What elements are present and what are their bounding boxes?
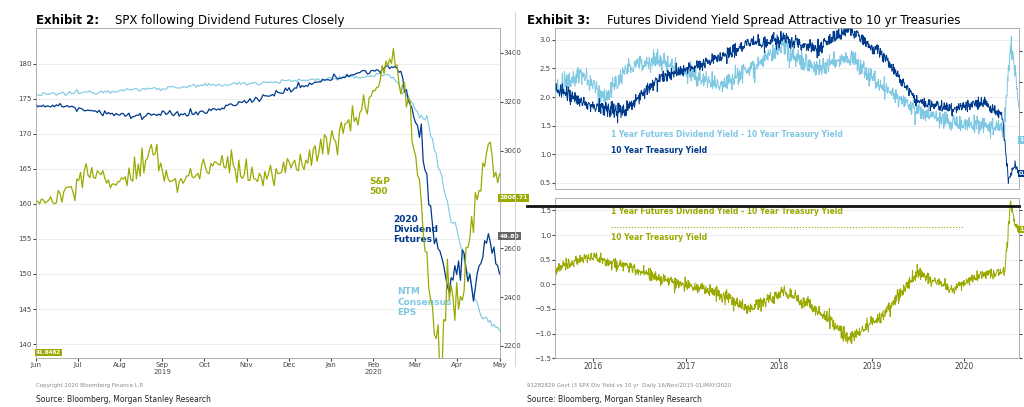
Text: Source: Bloomberg, Morgan Stanley Research: Source: Bloomberg, Morgan Stanley Resear… [527, 395, 702, 404]
Text: 2806.71: 2806.71 [500, 195, 528, 201]
Text: Exhibit 3:: Exhibit 3: [527, 14, 595, 27]
Text: 1 Year Futures Dividend Yield - 10 Year Treasury Yield: 1 Year Futures Dividend Yield - 10 Year … [611, 130, 843, 139]
Text: 10 Year Treasury Yield: 10 Year Treasury Yield [611, 147, 707, 155]
Text: S&P
500: S&P 500 [370, 177, 390, 197]
Text: 41.6462: 41.6462 [36, 350, 61, 354]
Text: 10 Year Treasury Yield: 10 Year Treasury Yield [611, 233, 707, 242]
Text: 1.7599: 1.7599 [1019, 137, 1024, 142]
Text: 1.1164: 1.1164 [1019, 227, 1024, 232]
Text: 49.80: 49.80 [500, 234, 519, 239]
Text: SPX following Dividend Futures Closely: SPX following Dividend Futures Closely [115, 14, 344, 27]
Text: Copyright 2020 Bloomberg Finance L.P.: Copyright 2020 Bloomberg Finance L.P. [36, 383, 143, 387]
Text: Futures Dividend Yield Spread Attractive to 10 yr Treasuries: Futures Dividend Yield Spread Attractive… [607, 14, 961, 27]
Text: 1 Year Futures Dividend Yield - 10 Year Treasury Yield: 1 Year Futures Dividend Yield - 10 Year … [611, 207, 843, 216]
Text: NTM
Consensus
EPS: NTM Consensus EPS [397, 287, 452, 317]
Text: Source: Bloomberg, Morgan Stanley Research: Source: Bloomberg, Morgan Stanley Resear… [36, 395, 211, 404]
Text: 91282829 Govt (3 SPX Div Yield vs 10 yr  Daily 16/Nov/2015-01/MAY/2020: 91282829 Govt (3 SPX Div Yield vs 10 yr … [527, 383, 732, 387]
Text: 2020
Dividend
Futures: 2020 Dividend Futures [393, 214, 438, 245]
Text: Exhibit 2:: Exhibit 2: [36, 14, 103, 27]
Text: 0.631: 0.631 [1019, 171, 1024, 176]
